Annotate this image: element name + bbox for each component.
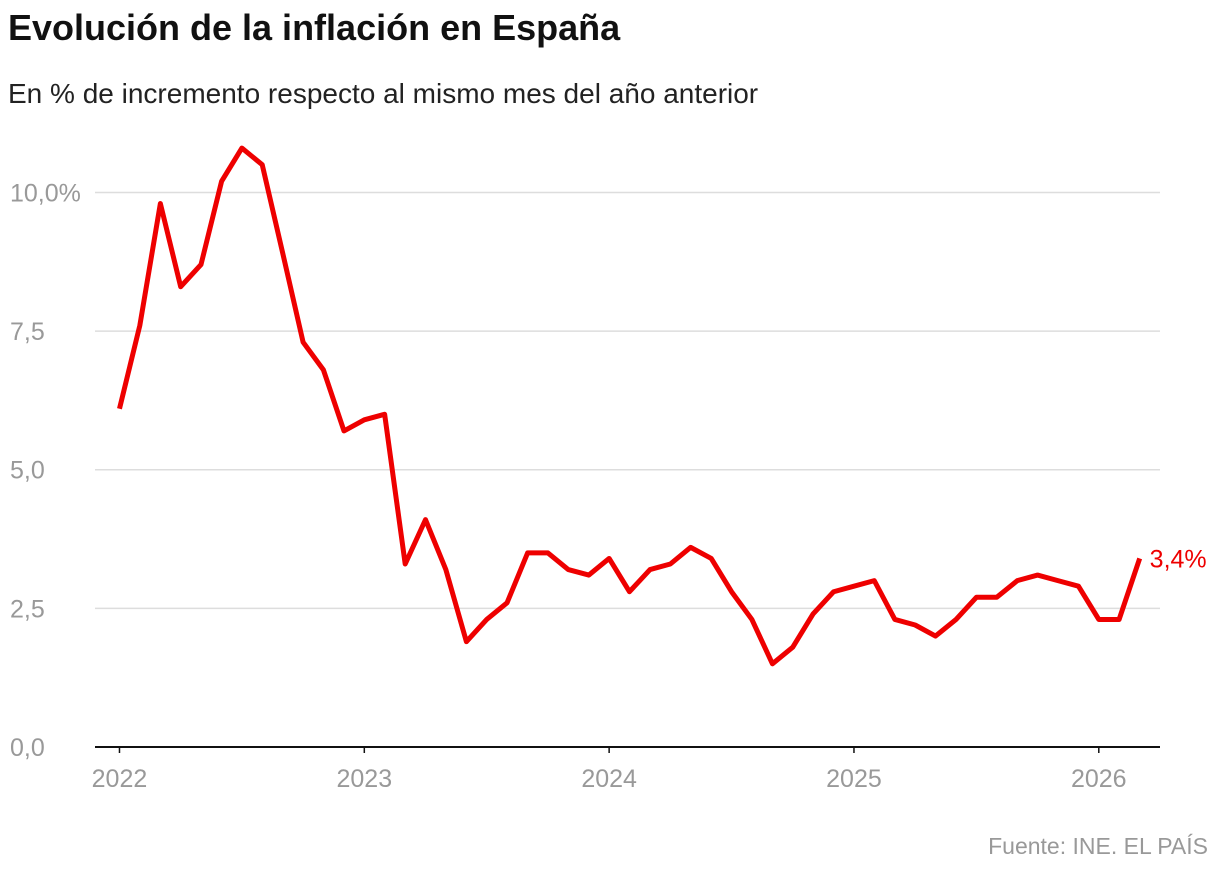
y-tick-label: 7,5 [10,318,45,346]
x-tick-label: 2022 [92,765,148,793]
y-tick-label: 10,0% [10,179,81,207]
x-tick-label: 2026 [1071,765,1127,793]
y-tick-label: 5,0 [10,457,45,485]
line [117,145,1143,667]
y-tick-label: 2,5 [10,595,45,623]
chart-subtitle: En % de incremento respecto al mismo mes… [8,78,758,109]
chart-title: Evolución de la inflación en España [8,7,621,48]
x-tick-label: 2023 [336,765,392,793]
x-tick-label: 2025 [826,765,882,793]
y-tick-label: 0,0 [10,734,45,762]
value-label: 3,4% [1150,545,1207,573]
source: Fuente: INE. EL PAÍS [988,833,1208,859]
x-tick-label: 2024 [581,765,637,793]
